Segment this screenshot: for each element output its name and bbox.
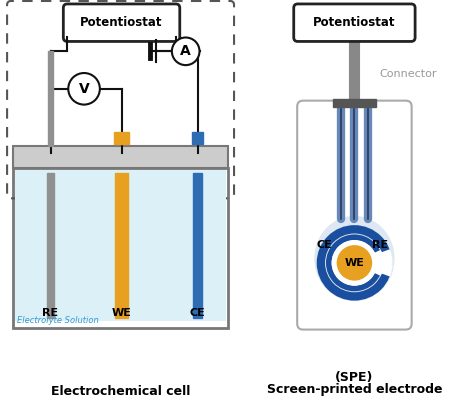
Bar: [47, 51, 54, 146]
Bar: [13, 168, 228, 328]
Bar: [333, 99, 376, 106]
Bar: [114, 132, 129, 144]
FancyBboxPatch shape: [64, 4, 180, 42]
Circle shape: [327, 235, 382, 290]
FancyBboxPatch shape: [294, 4, 415, 42]
Circle shape: [337, 245, 372, 281]
Circle shape: [68, 73, 100, 104]
Text: Connector: Connector: [379, 69, 437, 79]
Bar: [115, 173, 128, 318]
Ellipse shape: [315, 216, 394, 300]
Circle shape: [172, 38, 200, 65]
Text: V: V: [79, 82, 90, 96]
Text: (SPE): (SPE): [335, 371, 374, 384]
Text: RE: RE: [43, 308, 59, 318]
Bar: [46, 173, 55, 318]
Text: WE: WE: [111, 308, 131, 318]
Text: CE: CE: [317, 240, 333, 250]
Bar: [191, 132, 203, 144]
Text: Potentiostat: Potentiostat: [80, 16, 163, 29]
Text: CE: CE: [190, 308, 205, 318]
Bar: [192, 173, 202, 318]
Text: A: A: [180, 44, 191, 58]
Wedge shape: [381, 250, 392, 276]
Text: RE: RE: [372, 240, 388, 250]
Wedge shape: [373, 251, 383, 275]
Circle shape: [332, 240, 377, 286]
Bar: [13, 146, 228, 168]
Text: Potentiostat: Potentiostat: [313, 16, 396, 29]
Bar: [15, 170, 226, 321]
Text: Electrochemical cell: Electrochemical cell: [51, 385, 190, 398]
Text: Screen-printed electrode: Screen-printed electrode: [267, 383, 442, 396]
FancyBboxPatch shape: [297, 101, 411, 330]
Text: WE: WE: [345, 258, 365, 268]
Text: Electrolyte Solution: Electrolyte Solution: [17, 316, 99, 325]
